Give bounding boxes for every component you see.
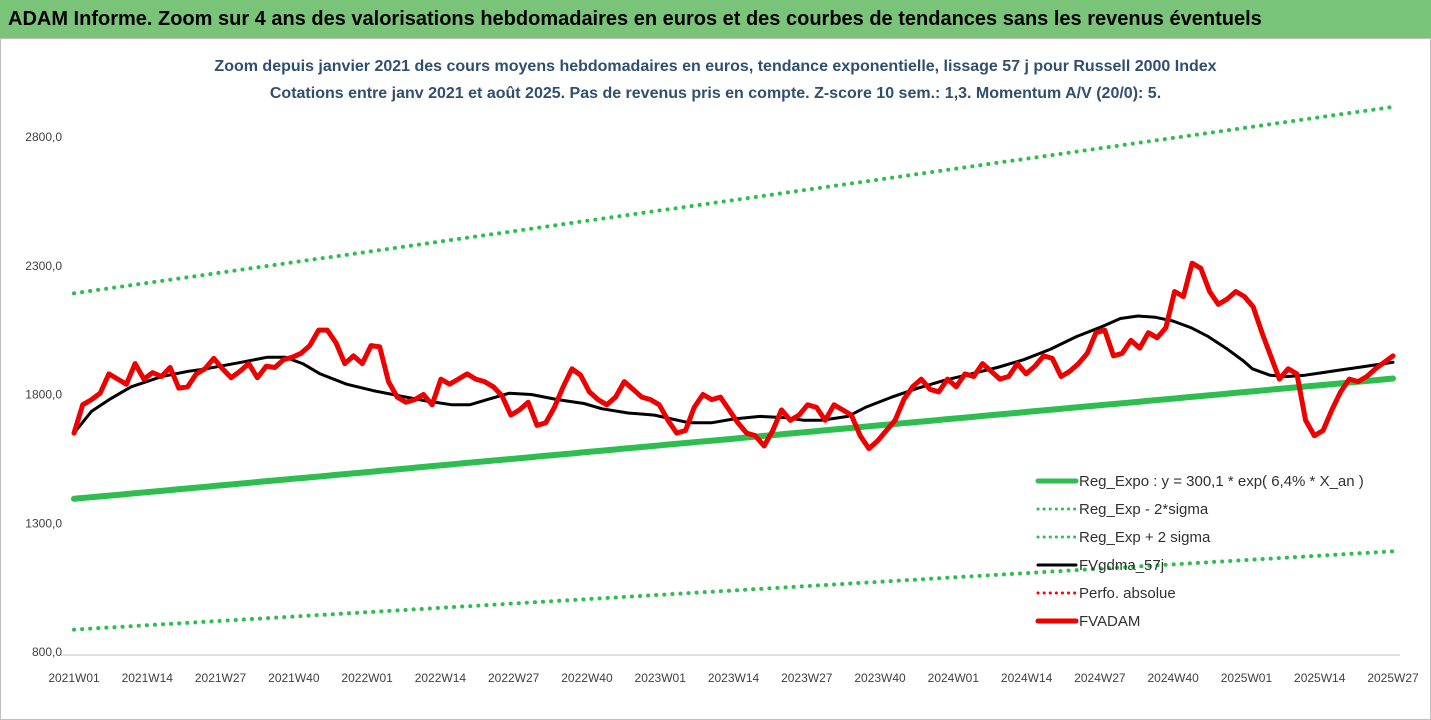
series-line-1 [72, 549, 1395, 632]
legend-label: FVgdma_57j [1079, 557, 1164, 574]
x-tick-label: 2023W01 [635, 671, 687, 685]
x-tick-label: 2022W14 [415, 671, 467, 685]
x-tick-label: 2023W27 [781, 671, 833, 685]
x-tick-label: 2022W27 [488, 671, 540, 685]
series-line-5 [71, 260, 1396, 452]
x-tick-label: 2022W01 [341, 671, 393, 685]
chart-area: Zoom depuis janvier 2021 des cours moyen… [0, 38, 1431, 720]
y-tick-label: 1800,0 [25, 388, 62, 402]
series-line-2 [72, 104, 1395, 296]
legend-label: Reg_Exp + 2 sigma [1079, 529, 1211, 546]
line-chart: 800,0 1300,0 1800,0 2300,0 2800,0 2021W01 2021… [25, 104, 1419, 685]
y-tick-label: 2300,0 [25, 259, 62, 273]
legend-label: Reg_Expo : y = 300,1 * exp( 6,4% * X_an … [1079, 473, 1364, 490]
x-tick-label: 2024W27 [1074, 671, 1126, 685]
y-tick-label: 1300,0 [25, 516, 62, 530]
x-tick-label: 2025W01 [1221, 671, 1273, 685]
chart-title: Zoom depuis janvier 2021 des cours moyen… [214, 58, 1217, 75]
x-tick-label: 2024W01 [928, 671, 980, 685]
y-tick-label: 800,0 [32, 645, 62, 659]
x-tick-label: 2021W01 [48, 671, 100, 685]
series-line-3 [72, 314, 1395, 435]
legend-label: FVADAM [1079, 613, 1140, 630]
x-tick-label: 2023W14 [708, 671, 760, 685]
report-banner: ADAM Informe. Zoom sur 4 ans des valoris… [0, 0, 1431, 38]
x-tick-label: 2024W14 [1001, 671, 1053, 685]
y-tick-label: 2800,0 [25, 130, 62, 144]
x-tick-label: 2025W27 [1367, 671, 1419, 685]
banner-title: ADAM Informe. Zoom sur 4 ans des valoris… [8, 8, 1262, 30]
x-tick-label: 2022W40 [561, 671, 613, 685]
x-tick-label: 2021W40 [268, 671, 320, 685]
series-line-0 [71, 375, 1396, 502]
chart-subtitle: Cotations entre janv 2021 et août 2025. … [269, 85, 1162, 102]
x-tick-label: 2024W40 [1147, 671, 1199, 685]
x-tick-label: 2025W14 [1294, 671, 1346, 685]
x-tick-label: 2021W14 [122, 671, 174, 685]
legend-label: Reg_Exp - 2*sigma [1079, 501, 1209, 518]
x-tick-label: 2021W27 [195, 671, 247, 685]
x-tick-label: 2023W40 [854, 671, 906, 685]
legend-label: Perfo. absolue [1079, 585, 1176, 602]
